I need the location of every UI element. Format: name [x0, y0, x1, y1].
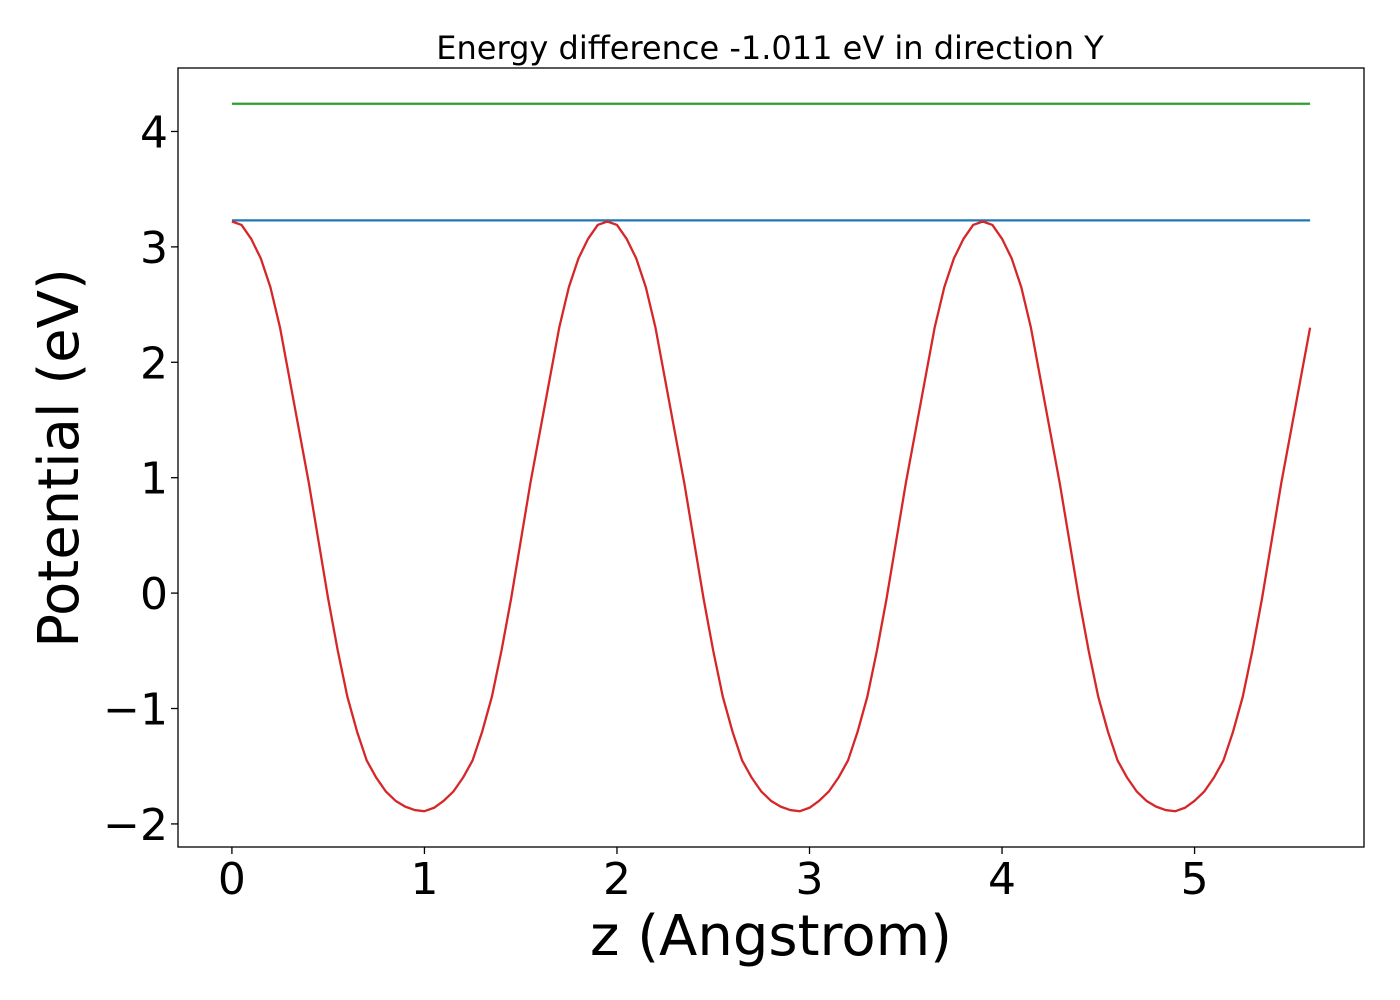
- y-axis-ticks: −2 −1 0 1 2 3 4: [103, 107, 178, 851]
- x-tick-label: 2: [603, 854, 631, 905]
- plot-lines: [231, 102, 1312, 813]
- y-axis-label: Potential (eV): [27, 268, 92, 648]
- x-tick-label: 3: [796, 854, 824, 905]
- x-tick-label: 1: [410, 854, 438, 905]
- y-tick-label: 3: [140, 223, 168, 274]
- y-tick-label: 4: [140, 107, 168, 158]
- x-tick-label: 4: [988, 854, 1016, 905]
- x-axis-ticks: 0 1 2 3 4 5: [218, 847, 1209, 905]
- y-tick-label: 1: [140, 454, 168, 505]
- series-line-2: [231, 220, 1312, 813]
- plot-frame: [177, 67, 1365, 848]
- chart-title: Energy difference -1.011 eV in direction…: [436, 29, 1104, 67]
- x-tick-label: 0: [218, 854, 246, 905]
- x-axis-label: z (Angstrom): [590, 904, 952, 969]
- x-tick-label: 5: [1181, 854, 1209, 905]
- y-tick-label: −2: [103, 800, 168, 851]
- y-tick-label: 2: [140, 338, 168, 389]
- y-tick-label: −1: [103, 685, 168, 736]
- y-tick-label: 0: [140, 569, 168, 620]
